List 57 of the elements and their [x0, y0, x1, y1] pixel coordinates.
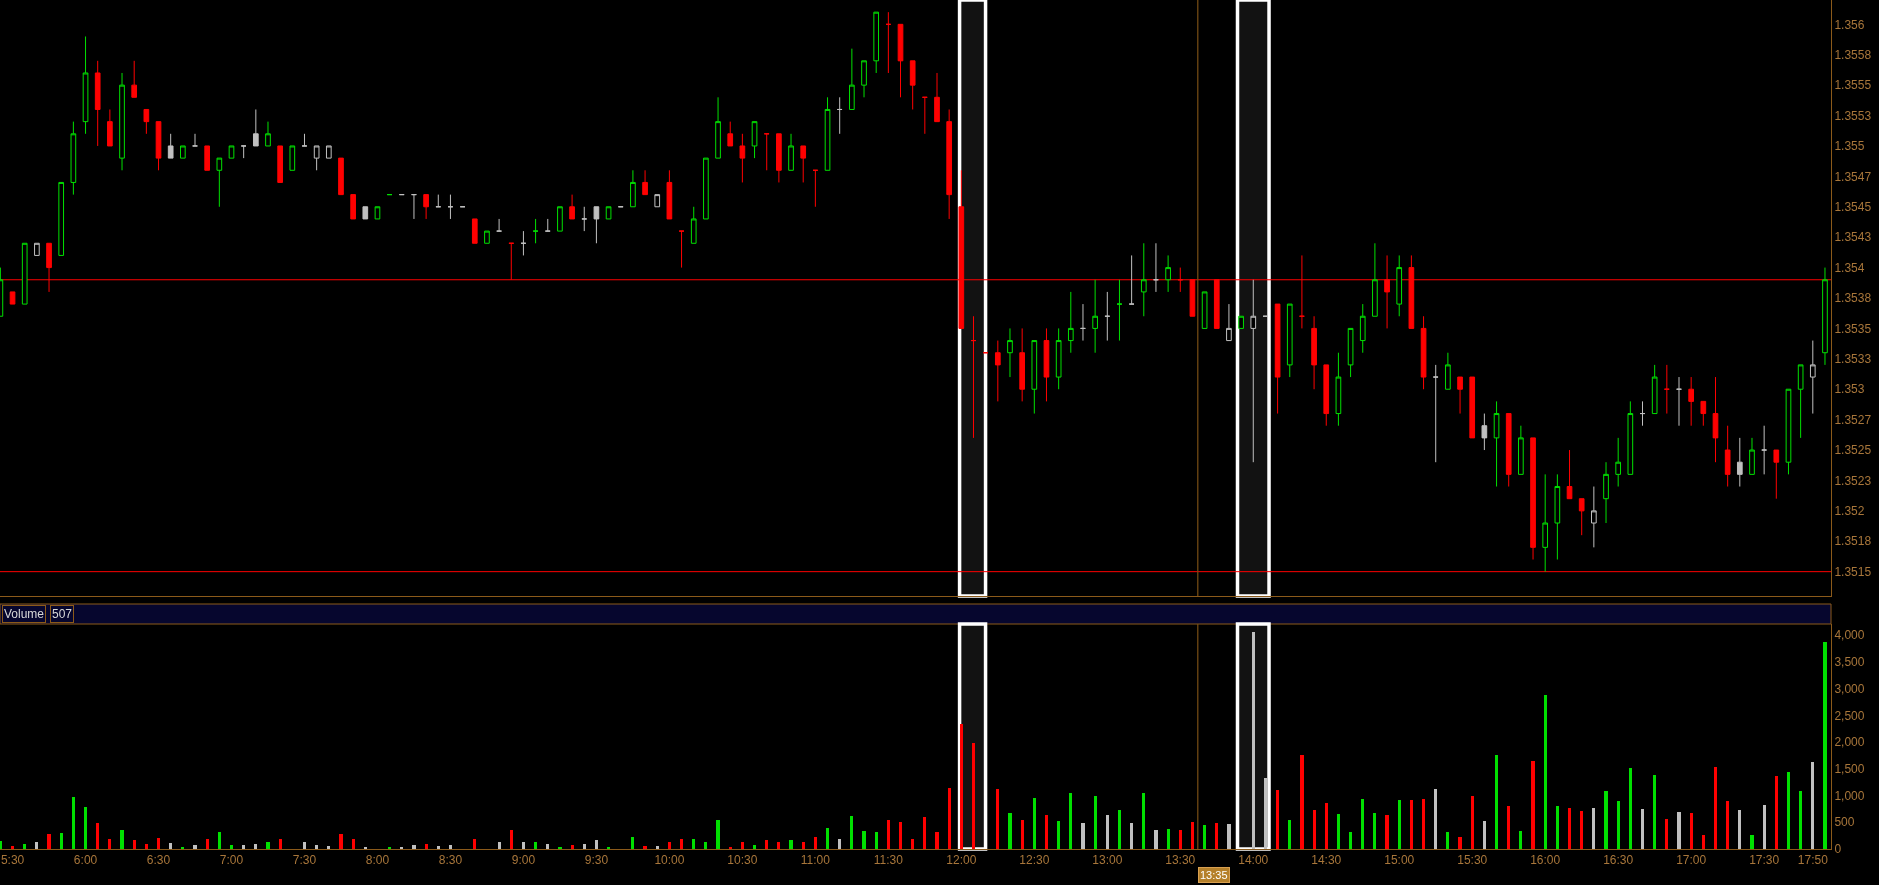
y-tick-label: 4,000 — [1834, 628, 1865, 643]
y-tick-label: 0 — [1834, 842, 1842, 857]
x-tick-label: 12:30 — [1019, 853, 1050, 868]
x-tick-label: 14:00 — [1238, 853, 1269, 868]
y-tick-label: 1.3547 — [1834, 169, 1872, 184]
y-tick-label: 1.3535 — [1834, 321, 1872, 336]
y-tick-label: 1.3515 — [1834, 564, 1872, 579]
x-tick-label: 13:00 — [1092, 853, 1123, 868]
y-tick-label: 1.3555 — [1834, 78, 1872, 93]
y-tick-label: 1.3553 — [1834, 108, 1872, 123]
x-tick-label: 8:30 — [438, 853, 463, 868]
x-tick-label: 5:30 — [0, 853, 25, 868]
y-tick-label: 2,000 — [1834, 735, 1865, 750]
x-tick-label: 17:50 — [1797, 853, 1829, 868]
x-tick-label: 12:00 — [946, 853, 977, 868]
x-tick-label: 7:30 — [292, 853, 317, 868]
annotation: 13:35 — [1200, 869, 1228, 881]
y-tick-label: 3,000 — [1834, 681, 1865, 696]
x-tick-label: 9:00 — [511, 853, 536, 868]
x-tick-label: 16:00 — [1530, 853, 1561, 868]
y-tick-label: 1.356 — [1834, 17, 1865, 32]
x-tick-label: 17:30 — [1749, 853, 1780, 868]
x-tick-label: 8:00 — [365, 853, 390, 868]
x-tick-label: 13:30 — [1165, 853, 1196, 868]
y-tick-label: 1.3523 — [1834, 473, 1872, 488]
x-tick-label: 10:00 — [654, 853, 685, 868]
y-tick-label: 1.352 — [1834, 504, 1865, 519]
text: 507 — [52, 607, 73, 621]
chart-title: Volume — [4, 607, 45, 621]
y-tick-label: 1.3518 — [1834, 534, 1872, 549]
x-tick-label: 6:30 — [146, 853, 171, 868]
x-tick-label: 15:30 — [1457, 853, 1488, 868]
x-tick-label: 7:00 — [219, 853, 244, 868]
x-tick-label: 9:30 — [584, 853, 609, 868]
x-tick-label: 11:00 — [800, 853, 831, 868]
y-tick-label: 1.353 — [1834, 382, 1865, 397]
y-tick-label: 1,000 — [1834, 788, 1865, 803]
y-tick-label: 1.354 — [1834, 260, 1865, 275]
y-tick-label: 1.355 — [1834, 139, 1865, 154]
y-tick-label: 1.3525 — [1834, 443, 1872, 458]
y-tick-label: 1.3543 — [1834, 230, 1872, 245]
y-tick-label: 3,500 — [1834, 655, 1865, 670]
y-tick-label: 1.3538 — [1834, 291, 1872, 306]
y-tick-label: 2,500 — [1834, 708, 1865, 723]
x-tick-label: 16:30 — [1603, 853, 1634, 868]
y-tick-label: 500 — [1834, 815, 1855, 830]
y-tick-label: 1.3545 — [1834, 199, 1872, 214]
x-tick-label: 14:30 — [1311, 853, 1342, 868]
x-tick-label: 11:30 — [873, 853, 904, 868]
y-tick-label: 1,500 — [1834, 762, 1865, 777]
x-tick-label: 6:00 — [73, 853, 98, 868]
x-tick-label: 15:00 — [1384, 853, 1415, 868]
y-tick-label: 1.3558 — [1834, 47, 1872, 62]
x-tick-label: 17:00 — [1676, 853, 1707, 868]
y-tick-label: 1.3533 — [1834, 352, 1872, 367]
y-tick-label: 1.3527 — [1834, 412, 1872, 427]
x-tick-label: 10:30 — [727, 853, 758, 868]
